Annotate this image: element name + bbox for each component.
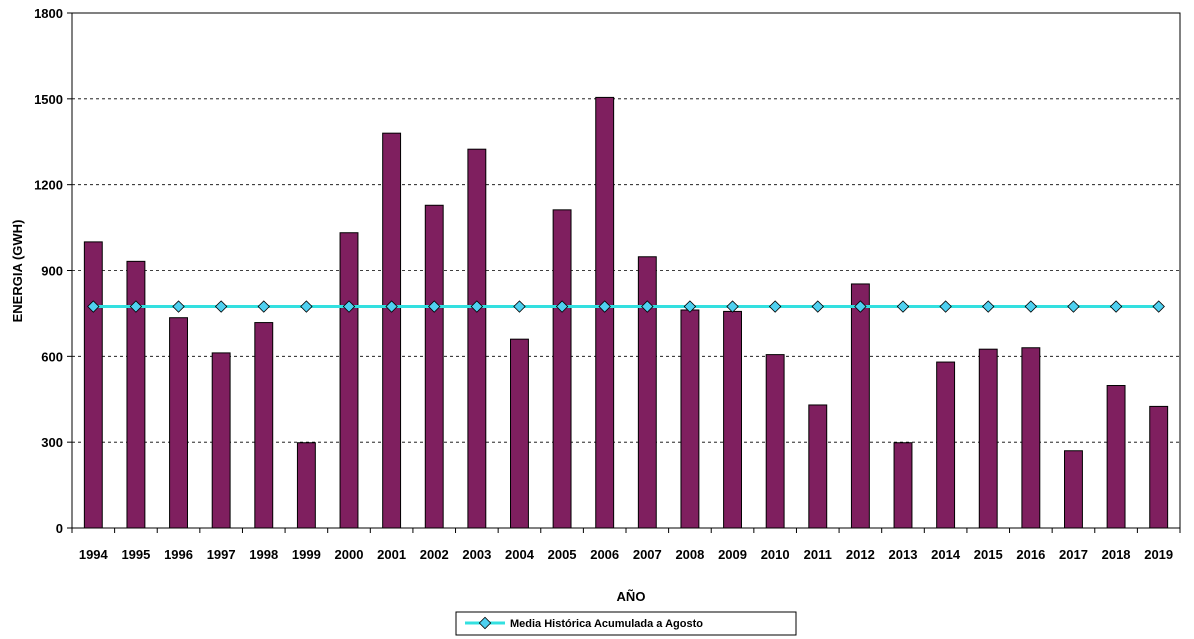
bar-2010: [765, 354, 785, 529]
bar-2000: [339, 232, 359, 529]
x-tick-label: 1996: [164, 547, 193, 562]
legend-box: [455, 611, 797, 636]
bar-1999: [296, 442, 316, 529]
x-tick-label: 1994: [79, 547, 109, 562]
series-marker-2007: [641, 300, 654, 313]
x-tick-label: 2010: [761, 547, 790, 562]
bar-2004: [510, 338, 529, 529]
x-tick-label: 2003: [462, 547, 491, 562]
bar-2011: [808, 404, 828, 529]
bars-group: [83, 96, 1169, 529]
x-tick-label: 2001: [377, 547, 406, 562]
series-marker-2016: [1024, 300, 1038, 313]
series-marker-2018: [1109, 300, 1123, 313]
x-tick-label: 1995: [121, 547, 150, 562]
series-marker-1995: [129, 300, 143, 313]
x-tick-label: 2016: [1016, 547, 1045, 562]
bar-2009: [723, 310, 742, 529]
x-tick-label: 2006: [590, 547, 619, 562]
series-marker-1999: [300, 300, 313, 313]
x-tick-label: 2005: [548, 547, 577, 562]
bar-2007: [637, 256, 657, 529]
series-marker-2013: [896, 300, 910, 313]
series-marker-2015: [982, 300, 995, 313]
y-tick-label: 1800: [34, 6, 63, 21]
x-tick-label: 2011: [804, 547, 832, 562]
bar-2014: [936, 361, 956, 529]
series-marker-1994: [87, 300, 100, 313]
series-group: [87, 300, 1165, 313]
series-marker-2000: [342, 300, 356, 313]
series-marker-2008: [683, 300, 697, 313]
bar-2013: [893, 442, 913, 529]
series-marker-2004: [513, 300, 526, 313]
y-tick-label: 600: [41, 349, 63, 364]
x-tick-label: 1999: [292, 547, 321, 562]
y-tick-label: 1500: [34, 92, 63, 107]
x-tick-label: 2002: [420, 547, 449, 562]
series-marker-2017: [1067, 300, 1080, 313]
series-marker-2010: [768, 300, 782, 313]
bar-2012: [850, 283, 870, 529]
bar-2008: [680, 309, 700, 529]
bar-2005: [552, 209, 572, 529]
gridlines: [72, 12, 1180, 443]
x-tick-label: 2014: [931, 547, 961, 562]
series-marker-2001: [385, 300, 398, 313]
x-tick-label: 2008: [675, 547, 704, 562]
bar-2001: [382, 132, 402, 529]
series-marker-2009: [726, 300, 739, 313]
x-tick-label: 2012: [846, 547, 875, 562]
x-tick-label: 2015: [974, 547, 1003, 562]
bar-1998: [254, 322, 274, 529]
y-tick-label: 300: [41, 435, 63, 450]
x-tick-labels: 1994 1995 1996 1997 1998 1999 2000 2001 2002 2003…: [79, 547, 1173, 562]
bar-2002: [424, 204, 444, 529]
bar-1997: [211, 352, 231, 529]
legend-label: Media Histórica Acumulada a Agosto: [510, 618, 703, 630]
x-tick-label: 1998: [249, 547, 278, 562]
x-tick-label: 2007: [633, 547, 662, 562]
y-tick-label: 0: [56, 521, 63, 536]
series-marker-2003: [470, 300, 484, 313]
series-marker-1998: [257, 300, 270, 313]
bar-2003: [467, 148, 487, 529]
x-axis-title: AÑO: [617, 589, 646, 604]
y-tick-label: 1200: [34, 178, 63, 193]
legend-marker-swatch: [478, 616, 492, 630]
x-tick-label: 2017: [1059, 547, 1088, 562]
series-marker-2011: [811, 300, 824, 313]
bar-2015: [978, 348, 998, 529]
bar-2016: [1021, 347, 1041, 529]
series-marker-1997: [214, 300, 228, 313]
x-tick-label: 2013: [889, 547, 918, 562]
y-tick-labels: 0 300 600 900 1200 1500 1800: [34, 6, 63, 536]
x-tick-label: 2000: [335, 547, 364, 562]
axes: [67, 12, 1181, 533]
legend: Media Histórica Acumulada a Agosto: [455, 611, 797, 636]
bar-1996: [169, 317, 188, 529]
bar-2018: [1106, 385, 1126, 529]
series-marker-2002: [428, 300, 441, 313]
series-marker-2012: [854, 300, 867, 313]
bar-2019: [1149, 405, 1169, 529]
series-marker-2005: [555, 300, 569, 313]
series-marker-2006: [598, 300, 611, 313]
series-marker-1996: [172, 300, 185, 313]
y-tick-label: 900: [41, 264, 63, 279]
x-tick-label: 2018: [1102, 547, 1131, 562]
series-marker-2019: [1152, 300, 1165, 313]
bar-1994: [83, 241, 103, 529]
x-tick-label: 2009: [718, 547, 747, 562]
series-marker-2014: [939, 300, 952, 313]
bar-2017: [1064, 450, 1083, 529]
x-tick-label: 1997: [207, 547, 236, 562]
y-axis-title: ENERGIA (GWH): [10, 220, 25, 323]
x-tick-label: 2004: [505, 547, 535, 562]
x-tick-label: 2019: [1144, 547, 1173, 562]
